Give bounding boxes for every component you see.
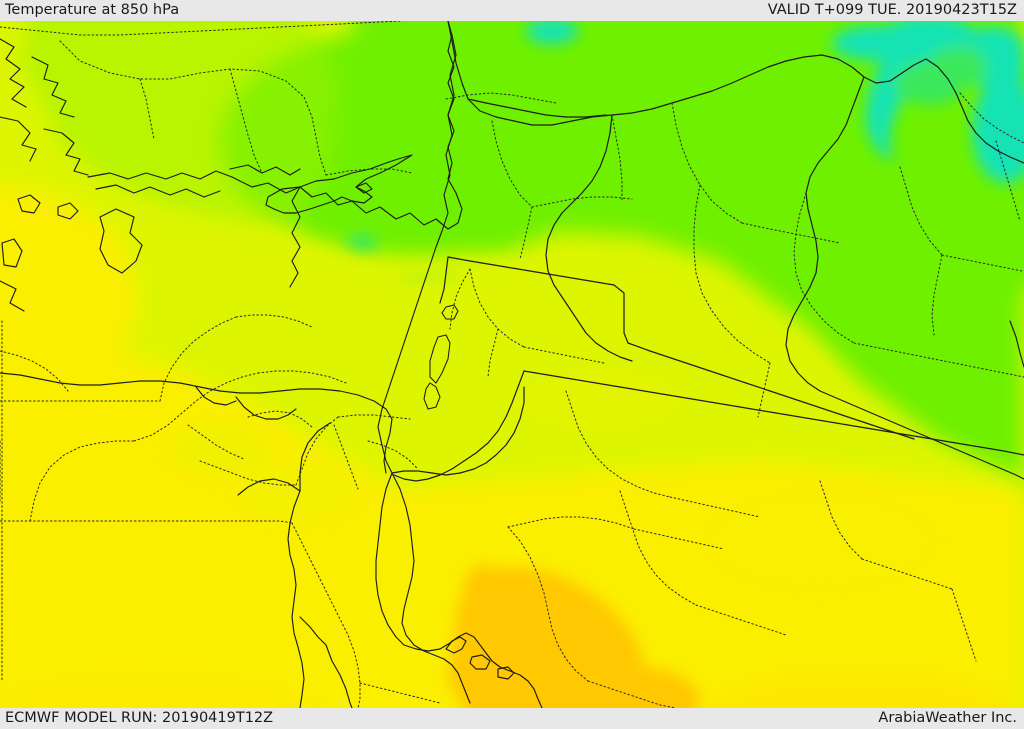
coastline-redsea xyxy=(299,472,543,708)
national-borders xyxy=(299,21,1024,492)
coastline-aegean xyxy=(0,38,301,312)
provider-label: ArabiaWeather Inc. xyxy=(878,710,1017,726)
coastline-egypt-north xyxy=(0,372,393,474)
valid-time-label: VALID T+099 TUE. 20190423T15Z xyxy=(767,2,1017,18)
footer-bar: ECMWF MODEL RUN: 20190419T12Z ArabiaWeat… xyxy=(0,708,1024,729)
coastline-gulf xyxy=(1009,320,1024,368)
coastline-levant xyxy=(377,34,457,474)
admin-boundaries xyxy=(0,21,1024,708)
page-title: Temperature at 850 hPa xyxy=(5,2,180,18)
temperature-map-canvas xyxy=(0,21,1024,708)
lakes-dead-sea xyxy=(423,304,459,410)
coastline-turkey-south xyxy=(231,21,463,288)
header-bar: Temperature at 850 hPa VALID T+099 TUE. … xyxy=(0,0,1024,21)
river-nile xyxy=(237,478,305,708)
coastline-cyprus xyxy=(265,154,413,214)
geography-overlay xyxy=(0,21,1024,708)
temperature-field-raster xyxy=(0,21,1024,708)
model-run-label: ECMWF MODEL RUN: 20190419T12Z xyxy=(5,710,274,726)
